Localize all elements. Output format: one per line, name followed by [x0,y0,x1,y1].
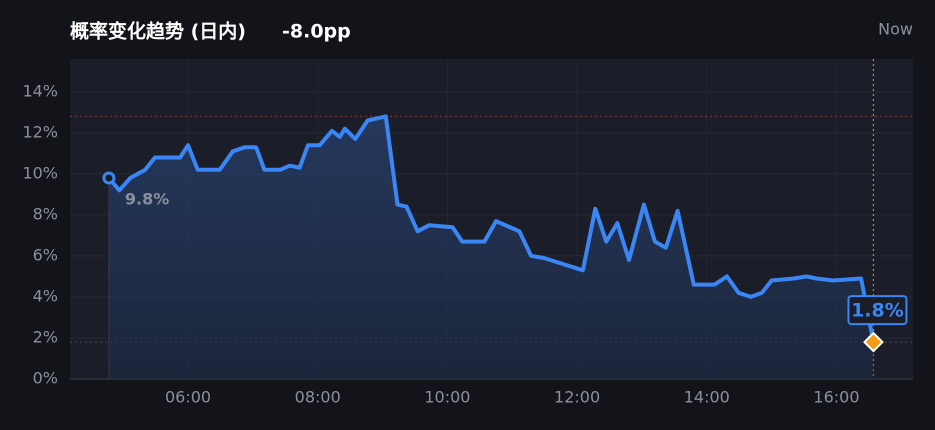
end-marker [863,331,884,353]
x-tick-label: 10:00 [424,388,470,407]
x-tick-label: 12:00 [554,388,600,407]
x-tick-label: 14:00 [684,388,730,407]
y-tick-label: 6% [33,245,58,264]
y-tick-label: 4% [33,286,58,305]
y-tick-label: 14% [22,81,58,100]
x-tick-label: 06:00 [165,388,211,407]
y-tick-label: 12% [22,122,58,141]
end-label: 1.8% [851,300,904,322]
x-tick-label: 16:00 [813,388,859,407]
start-marker [102,171,116,185]
now-label: Now [878,20,913,39]
area [108,116,874,380]
line [107,114,876,343]
y-tick-label: 0% [33,369,58,388]
y-tick-label: 8% [33,204,58,223]
change-value: -8.0pp [282,21,351,43]
y-tick-label: 2% [33,327,58,346]
end-label-box [847,295,908,326]
x-tick-label: 08:00 [295,388,341,407]
chart-title: 概率变化趋势 (日内) [70,20,246,43]
y-tick-label: 10% [22,163,58,182]
start-label: 9.8% [125,189,169,208]
